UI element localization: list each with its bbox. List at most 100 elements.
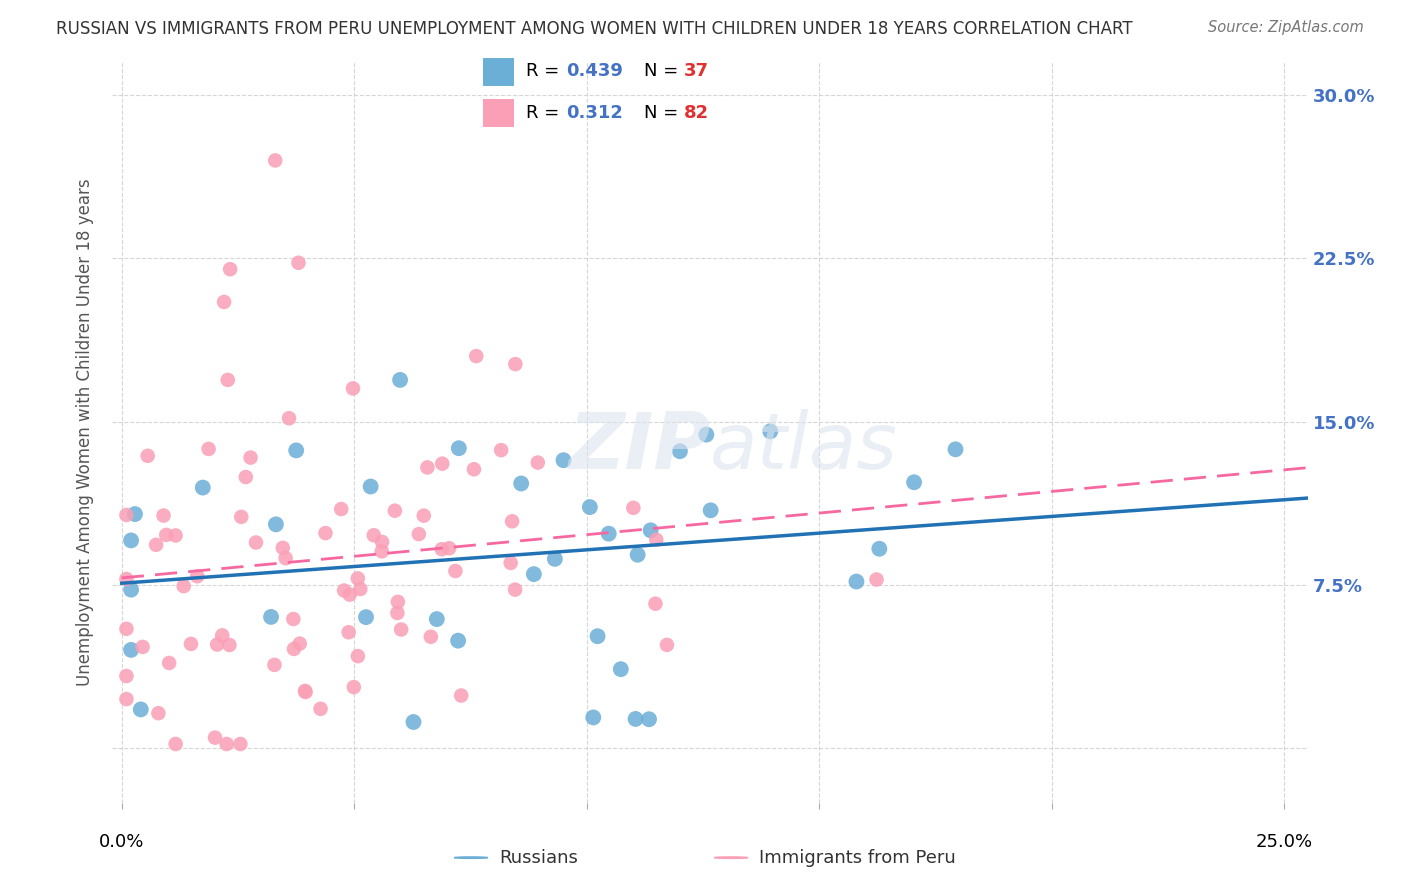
- Point: [699, 503, 721, 517]
- Text: Source: ZipAtlas.com: Source: ZipAtlas.com: [1208, 20, 1364, 35]
- Point: [263, 657, 285, 672]
- Text: 25.0%: 25.0%: [1256, 833, 1313, 851]
- Point: [115, 622, 138, 636]
- FancyBboxPatch shape: [482, 99, 515, 127]
- Text: Immigrants from Peru: Immigrants from Peru: [759, 848, 956, 867]
- Point: [235, 470, 257, 484]
- Point: [544, 552, 567, 566]
- Point: [124, 507, 146, 521]
- Point: [389, 373, 412, 387]
- Point: [264, 153, 287, 168]
- Text: Russians: Russians: [499, 848, 578, 867]
- Point: [333, 583, 356, 598]
- Point: [115, 572, 138, 586]
- Point: [287, 256, 309, 270]
- Text: RUSSIAN VS IMMIGRANTS FROM PERU UNEMPLOYMENT AMONG WOMEN WITH CHILDREN UNDER 18 : RUSSIAN VS IMMIGRANTS FROM PERU UNEMPLOY…: [56, 20, 1133, 37]
- Point: [283, 641, 305, 656]
- Text: 0.312: 0.312: [567, 104, 623, 122]
- Point: [294, 685, 316, 699]
- Point: [219, 262, 242, 277]
- Point: [294, 684, 316, 698]
- Point: [339, 588, 361, 602]
- Point: [131, 640, 153, 654]
- Point: [865, 573, 887, 587]
- Point: [231, 509, 253, 524]
- Point: [526, 456, 548, 470]
- Point: [627, 548, 650, 562]
- Point: [115, 508, 138, 522]
- Point: [416, 460, 439, 475]
- Point: [669, 444, 692, 458]
- Point: [239, 450, 262, 465]
- Point: [759, 425, 782, 439]
- Point: [447, 633, 470, 648]
- Point: [285, 443, 308, 458]
- Point: [191, 481, 214, 495]
- Point: [655, 638, 678, 652]
- Text: ZIP: ZIP: [568, 409, 710, 485]
- Point: [229, 737, 252, 751]
- Point: [510, 476, 533, 491]
- Point: [363, 528, 385, 542]
- Point: [389, 623, 412, 637]
- Point: [264, 517, 287, 532]
- Point: [408, 527, 430, 541]
- Point: [621, 500, 644, 515]
- Point: [579, 500, 602, 514]
- Point: [260, 610, 283, 624]
- Point: [582, 710, 605, 724]
- Point: [430, 542, 453, 557]
- Text: atlas: atlas: [710, 409, 898, 485]
- Point: [360, 479, 382, 493]
- Point: [330, 502, 353, 516]
- Point: [155, 528, 177, 542]
- Point: [315, 526, 337, 541]
- Point: [337, 625, 360, 640]
- Point: [419, 630, 441, 644]
- Point: [624, 712, 647, 726]
- Point: [288, 637, 311, 651]
- Point: [444, 564, 467, 578]
- Point: [165, 737, 187, 751]
- Point: [349, 582, 371, 596]
- Point: [371, 544, 394, 558]
- Point: [450, 689, 472, 703]
- Text: 0.439: 0.439: [567, 62, 623, 80]
- Text: 37: 37: [685, 62, 709, 80]
- Circle shape: [454, 857, 488, 858]
- Point: [387, 595, 409, 609]
- Text: N =: N =: [644, 104, 683, 122]
- Point: [186, 569, 208, 583]
- Point: [205, 638, 228, 652]
- Point: [447, 441, 470, 455]
- Point: [553, 453, 575, 467]
- Point: [217, 373, 239, 387]
- Point: [346, 571, 368, 585]
- Point: [180, 637, 202, 651]
- Point: [347, 649, 370, 664]
- Point: [465, 349, 488, 363]
- Point: [523, 567, 546, 582]
- Point: [204, 731, 226, 745]
- Point: [271, 541, 294, 555]
- Point: [868, 541, 890, 556]
- Point: [598, 526, 620, 541]
- Point: [695, 427, 717, 442]
- Point: [197, 442, 219, 456]
- Point: [845, 574, 868, 589]
- Point: [129, 702, 152, 716]
- Point: [120, 533, 142, 548]
- Point: [115, 692, 138, 706]
- Point: [503, 582, 526, 597]
- Point: [342, 381, 364, 395]
- Point: [245, 535, 267, 549]
- Point: [136, 449, 159, 463]
- Point: [157, 656, 180, 670]
- Point: [402, 714, 425, 729]
- Point: [387, 606, 409, 620]
- Point: [120, 643, 142, 657]
- Point: [499, 556, 522, 570]
- Point: [463, 462, 485, 476]
- Point: [152, 508, 174, 523]
- Point: [945, 442, 967, 457]
